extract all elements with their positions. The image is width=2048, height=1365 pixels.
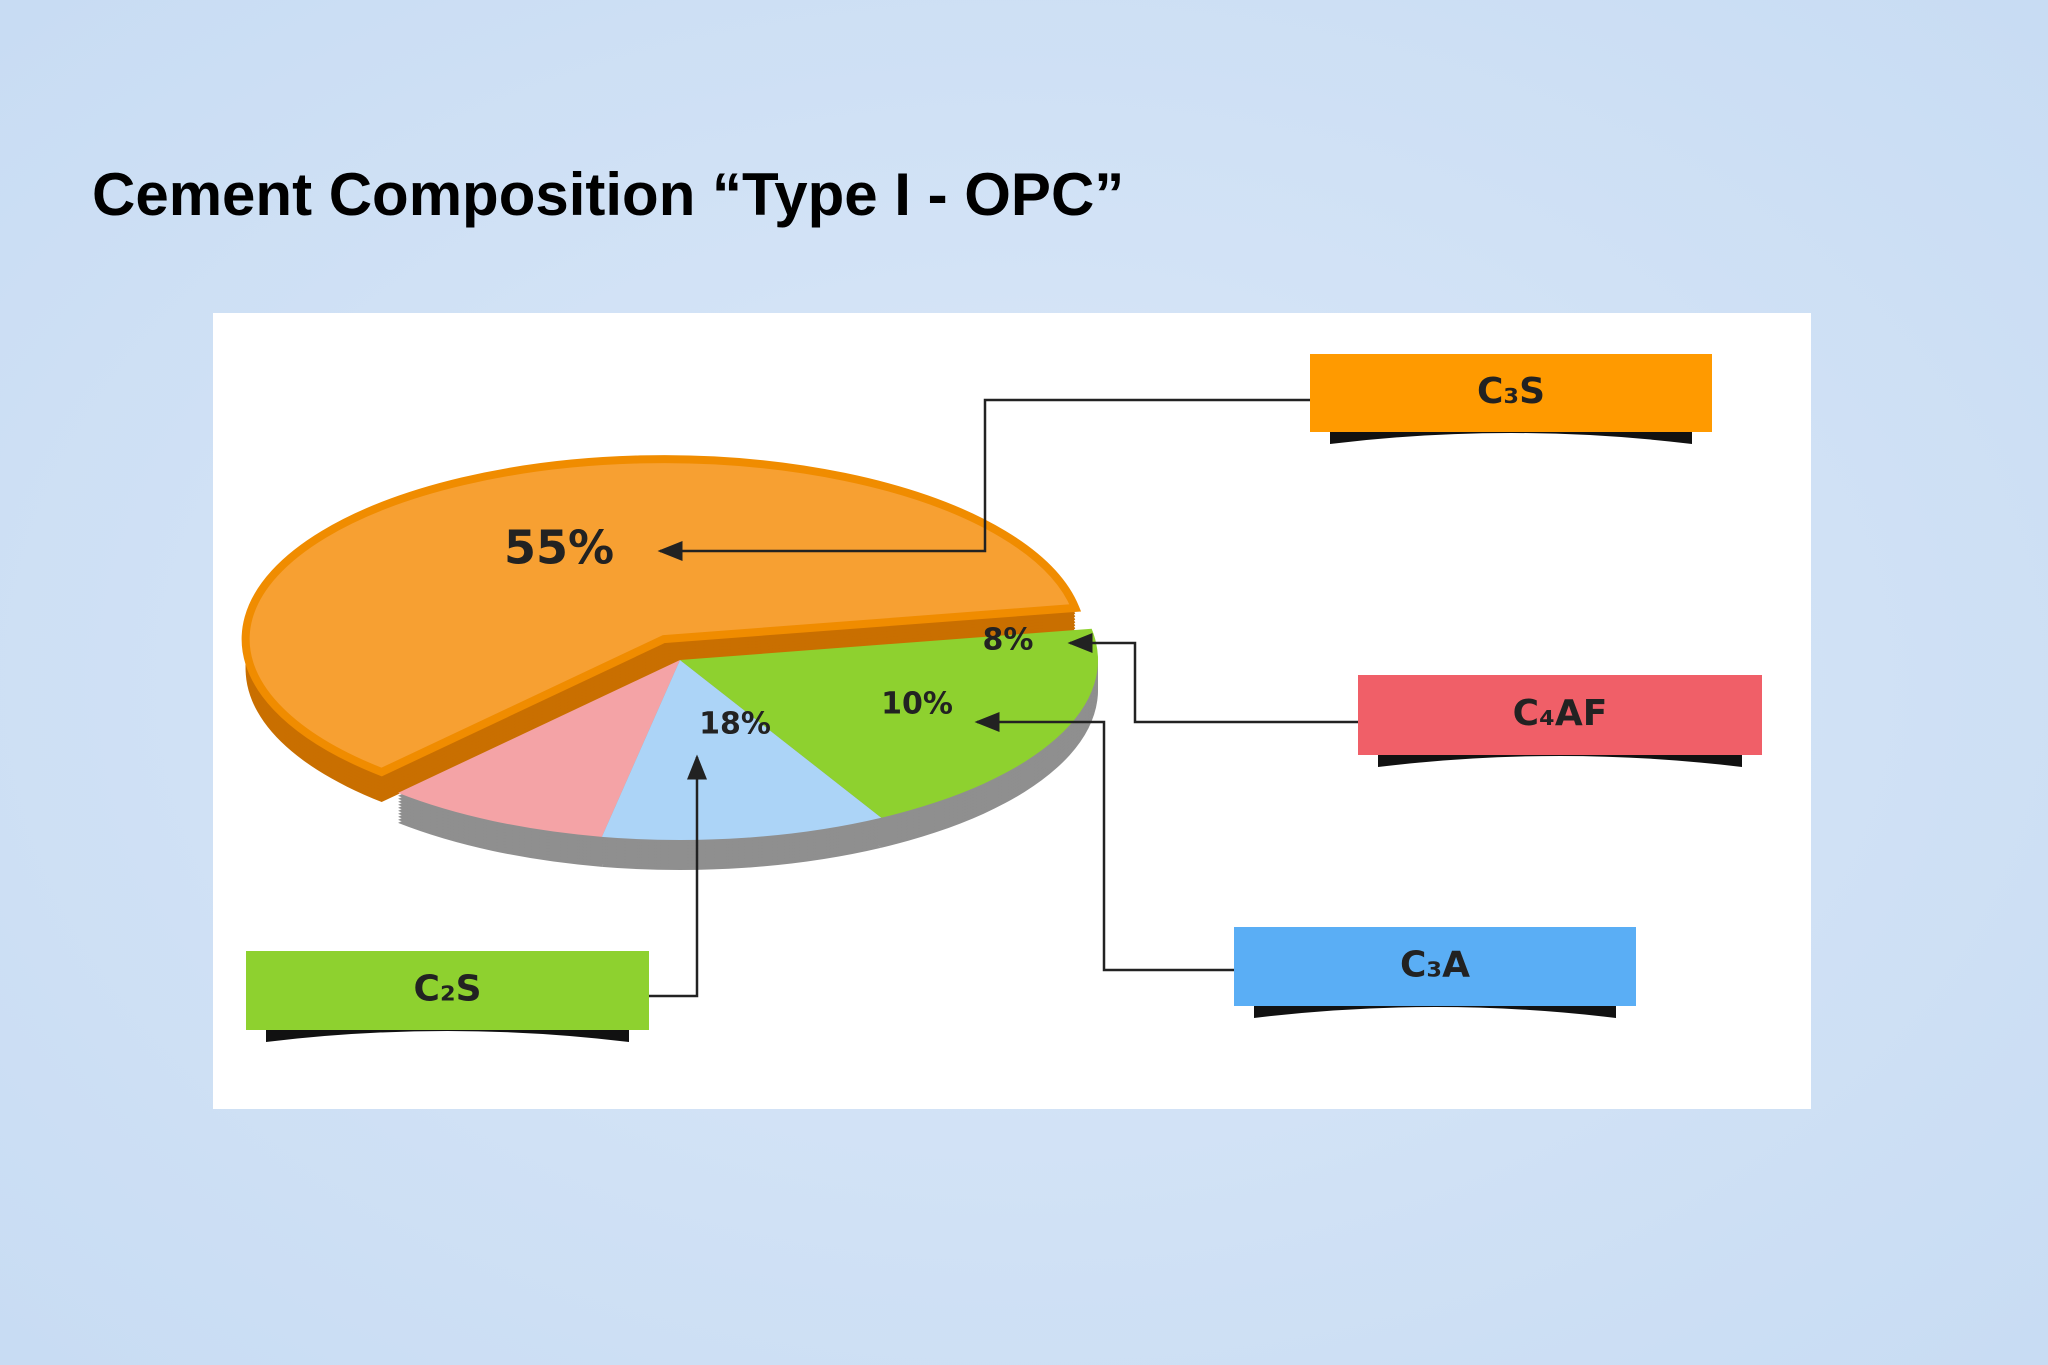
- legend-label: C₄AF: [1513, 693, 1608, 734]
- legend-label: C₃A: [1400, 945, 1470, 986]
- slice: [680, 628, 1098, 818]
- legend-box: [1234, 927, 1636, 1006]
- leader-line: [974, 712, 1234, 972]
- legend-box: [1358, 675, 1762, 755]
- callouts: C₃S 55% C₄AF 8% C₃A 10% C₂S 18%: [246, 354, 1762, 1042]
- data-label: 8%: [983, 623, 1034, 658]
- legend-label: C₃S: [1477, 371, 1545, 412]
- leader-line: [649, 754, 707, 998]
- box-shadow: [266, 1030, 629, 1042]
- data-label: 18%: [699, 707, 771, 742]
- leader-line: [657, 398, 1310, 561]
- legend-box: [246, 951, 649, 1030]
- legend-box: [1310, 354, 1712, 432]
- chart-title: Cement Composition “Type I - OPC”: [92, 161, 1124, 228]
- box-shadow: [1330, 432, 1692, 444]
- slice: [241, 455, 1082, 777]
- box-shadow: [1378, 755, 1742, 767]
- box-shadow: [1254, 1006, 1616, 1018]
- slice: [398, 660, 680, 837]
- leader-line: [1067, 633, 1358, 724]
- data-label: 55%: [504, 521, 614, 575]
- legend-label: C₂S: [413, 969, 481, 1010]
- data-label: 10%: [881, 687, 953, 722]
- slice: [601, 660, 882, 840]
- pie: [241, 455, 1098, 870]
